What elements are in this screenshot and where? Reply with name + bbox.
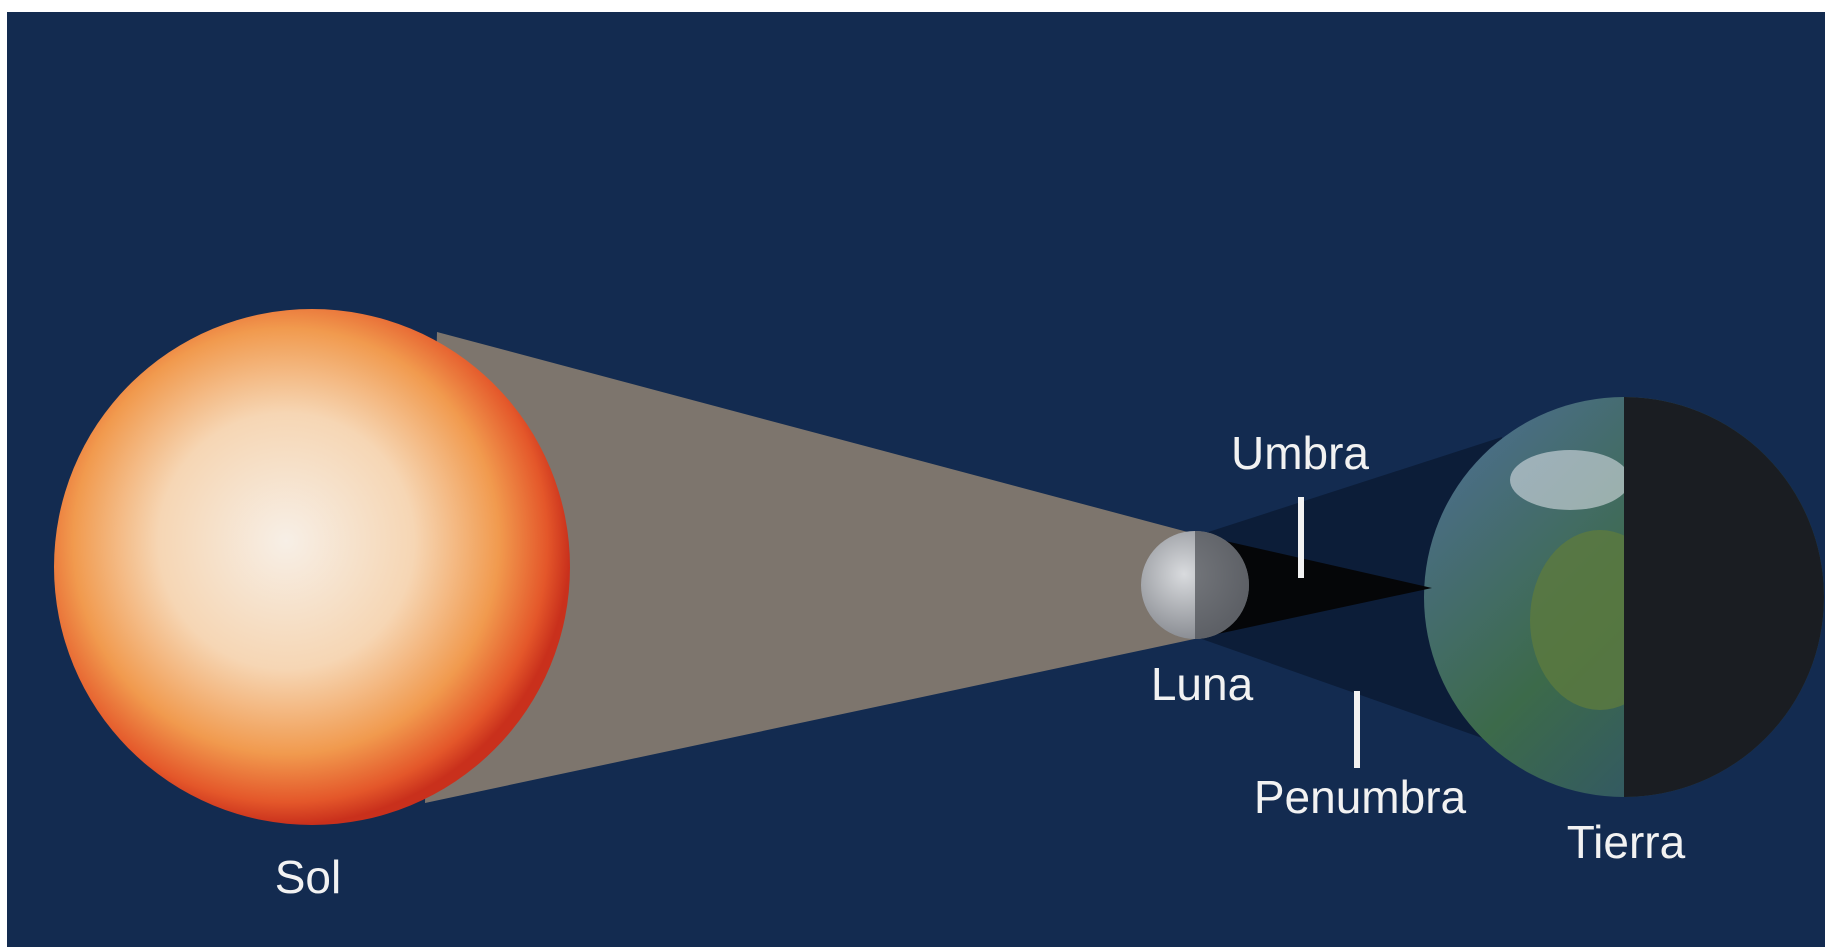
sun-label: Sol — [275, 851, 341, 903]
sun — [54, 309, 570, 825]
earth-cloud — [1510, 450, 1630, 510]
umbra-label: Umbra — [1231, 427, 1369, 479]
earth-label: Tierra — [1567, 816, 1686, 868]
moon — [1141, 531, 1249, 639]
moon-label: Luna — [1151, 658, 1254, 710]
penumbra-label: Penumbra — [1254, 771, 1467, 823]
earth — [1424, 397, 1824, 797]
eclipse-diagram: Sol Luna Umbra Penumbra Tierra — [0, 0, 1825, 947]
